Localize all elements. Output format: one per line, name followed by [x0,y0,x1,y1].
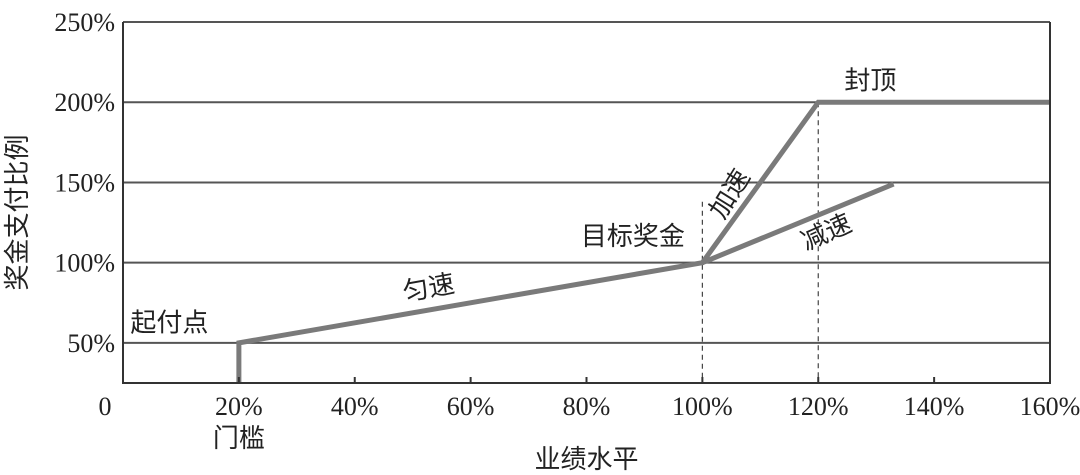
y-tick-label-1: 100% [54,249,115,278]
annotation-2: 目标奖金 [581,222,685,252]
annotation-1: 匀速 [400,269,456,308]
axis-layer [122,22,1051,384]
plot-frame [122,22,1051,384]
x-tick-label-1: 20% [215,392,263,421]
annotation-5: 封顶 [844,66,896,96]
label-layer: 50% 100% 150% 200% 250% 0 20% 40% 60% 80% 100% 120%… [3,8,1080,475]
annotation-4: 减速 [797,209,857,258]
series-line-1 [701,181,895,265]
y-tick-label-0: 50% [67,329,115,358]
x-tick-label-7: 140% [904,392,965,421]
x-sublabel-0: 门槛 [213,424,265,454]
y-tick-label-4: 250% [54,8,115,37]
grid-layer [123,21,1050,344]
x-tick-label-8: 160% [1020,392,1080,421]
x-tick-label-4: 80% [563,392,611,421]
series-layer [236,99,1050,383]
y-tick-label-2: 150% [54,168,115,197]
x-tick-label-5: 100% [672,392,733,421]
guide-layer [701,102,819,383]
y-axis-title: 奖金支付比例 [3,134,33,290]
x-tick-label-2: 40% [331,392,379,421]
x-tick-label-0: 0 [99,392,112,421]
x-tick-label-3: 60% [447,392,495,421]
y-tick-label-3: 200% [54,88,115,117]
x-tick-label-6: 120% [788,392,849,421]
annotation-0: 起付点 [130,309,208,339]
x-axis-title: 业绩水平 [534,445,638,475]
